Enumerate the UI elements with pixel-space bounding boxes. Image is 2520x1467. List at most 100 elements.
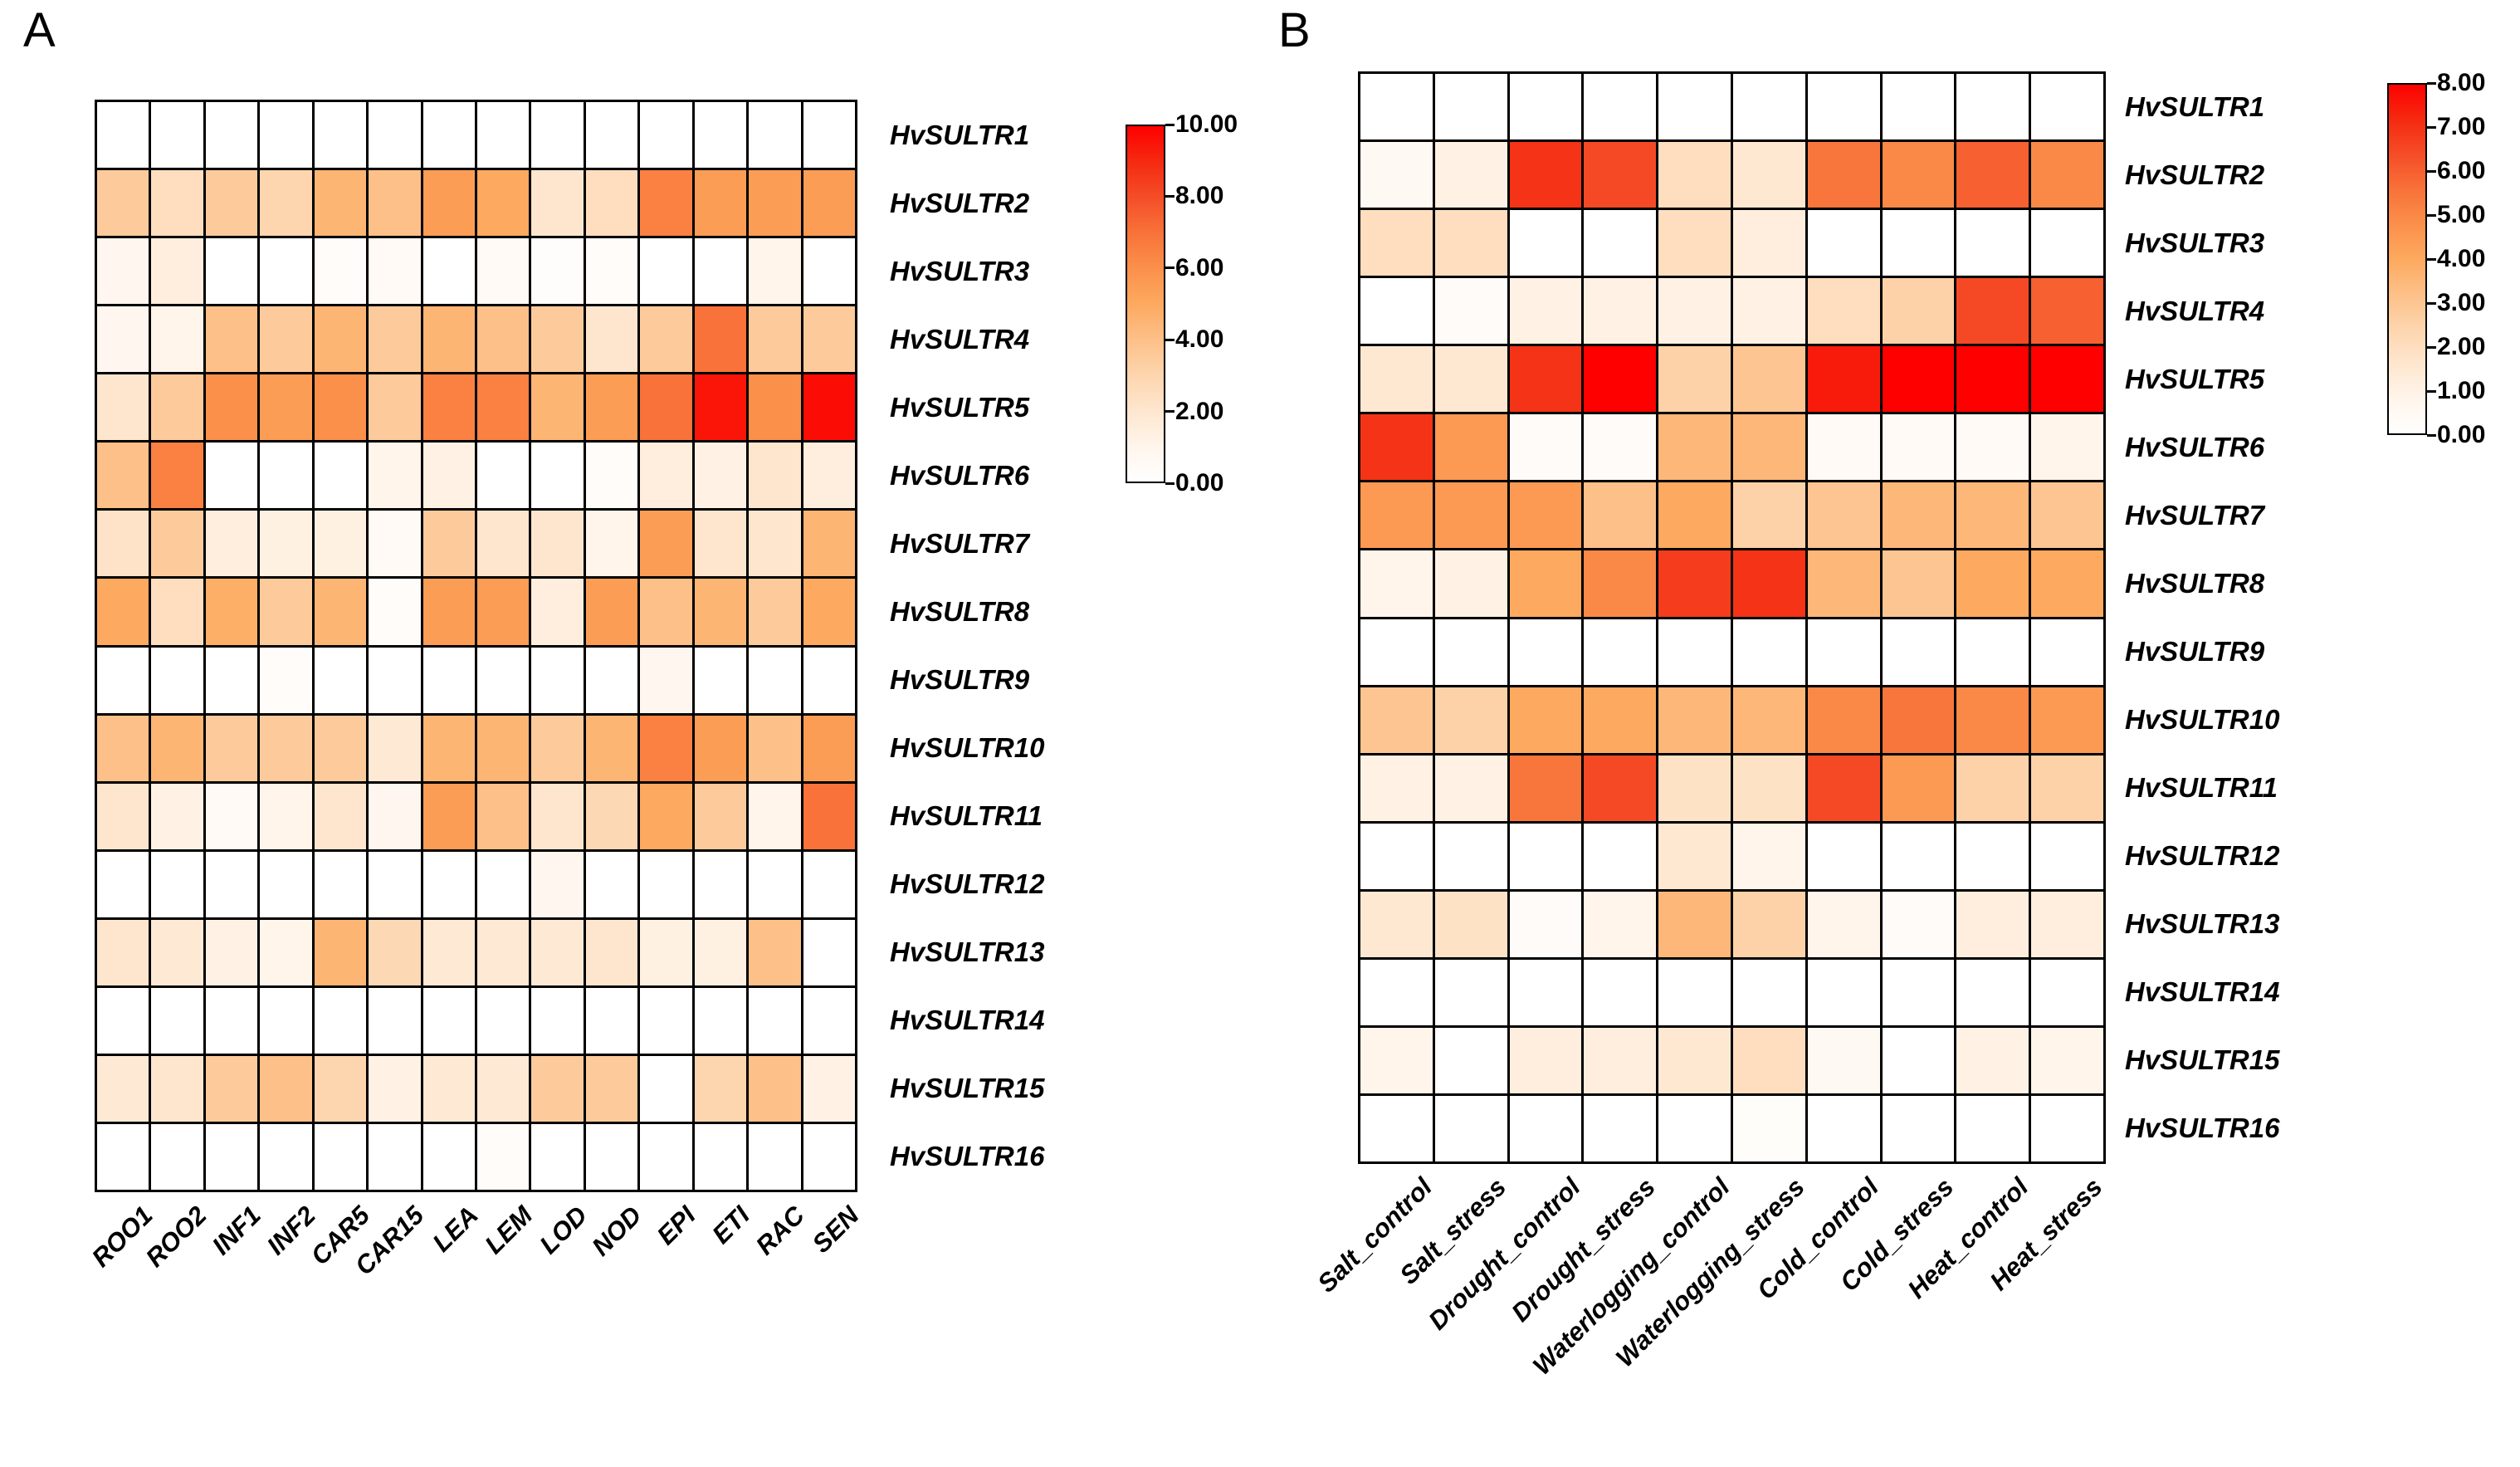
- heatmap-cell: [369, 170, 421, 237]
- colorbar-label: 8.00: [2437, 69, 2486, 96]
- gene-label: HvSULTR3: [2125, 227, 2265, 258]
- heatmap-cell: [314, 647, 367, 713]
- gene-label: HvSULTR5: [890, 391, 1030, 423]
- heatmap-cell: [369, 1055, 421, 1122]
- heatmap-cell: [531, 715, 584, 781]
- heatmap-cell: [151, 647, 203, 713]
- heatmap-cell: [314, 170, 367, 237]
- gene-label: HvSULTR13: [2125, 908, 2280, 940]
- heatmap-cell: [640, 1055, 692, 1122]
- heatmap-cell: [1360, 1095, 1433, 1161]
- heatmap-cell: [422, 783, 475, 849]
- heatmap-cell: [1509, 619, 1582, 685]
- gene-label: HvSULTR10: [890, 732, 1045, 764]
- heatmap-cell: [205, 919, 258, 985]
- colorbar-tick: [1165, 482, 1175, 485]
- heatmap-cell: [694, 511, 747, 577]
- heatmap-cell: [585, 579, 638, 645]
- heatmap-cell: [2031, 1095, 2103, 1161]
- heatmap-cell: [1807, 74, 1880, 140]
- heatmap-cell: [205, 783, 258, 849]
- heatmap-cell: [476, 374, 530, 441]
- heatmap-cell: [422, 851, 475, 917]
- heatmap-cell: [1658, 278, 1731, 345]
- heatmap-cell: [260, 579, 312, 645]
- heatmap-cell: [1807, 959, 1880, 1025]
- heatmap-cell: [1658, 891, 1731, 957]
- heatmap-cell: [151, 443, 203, 509]
- heatmap-cell: [1434, 210, 1507, 276]
- heatmap-cell: [476, 238, 530, 305]
- colorbar-label: 6.00: [1175, 253, 1224, 281]
- colorbar-tick: [1165, 123, 1175, 126]
- colorbar-label: 2.00: [2437, 333, 2486, 360]
- heatmap-cell: [369, 579, 421, 645]
- heatmap-cell: [1584, 278, 1657, 345]
- gene-label: HvSULTR6: [890, 459, 1030, 491]
- heatmap-cell: [531, 851, 584, 917]
- heatmap-cell: [803, 1123, 855, 1190]
- colorbar-tick: [2427, 389, 2436, 393]
- heatmap-cell: [314, 783, 367, 849]
- heatmap-cell: [97, 715, 149, 781]
- heatmap-cell: [1882, 619, 1955, 685]
- heatmap-cell: [1584, 414, 1657, 481]
- heatmap-cell: [1509, 959, 1582, 1025]
- heatmap-cell: [422, 987, 475, 1054]
- heatmap-cell: [476, 579, 530, 645]
- heatmap-cell: [531, 579, 584, 645]
- heatmap-cell: [205, 238, 258, 305]
- heatmap-cell: [97, 1123, 149, 1190]
- heatmap-cell: [1733, 74, 1805, 140]
- heatmap-cell: [1509, 891, 1582, 957]
- heatmap-cell: [803, 306, 855, 373]
- heatmap-cell: [260, 443, 312, 509]
- heatmap-cell: [1584, 823, 1657, 889]
- x-tick-label: ETI: [706, 1200, 756, 1249]
- heatmap-cell: [640, 443, 692, 509]
- heatmap-cell: [803, 102, 855, 169]
- heatmap-cell: [2031, 959, 2103, 1025]
- heatmap-cell: [749, 1123, 801, 1190]
- heatmap-cell: [1584, 346, 1657, 413]
- heatmap-cell: [97, 579, 149, 645]
- heatmap-cell: [640, 511, 692, 577]
- gene-label: HvSULTR10: [2125, 704, 2280, 736]
- heatmap-cell: [205, 443, 258, 509]
- heatmap-grid-b: [1358, 71, 2106, 1164]
- heatmap-cell: [749, 987, 801, 1054]
- heatmap-cell: [1360, 142, 1433, 208]
- heatmap-cell: [205, 579, 258, 645]
- heatmap-cell: [1584, 1027, 1657, 1093]
- heatmap-cell: [1584, 619, 1657, 685]
- heatmap-cell: [749, 511, 801, 577]
- gene-label: HvSULTR2: [890, 187, 1030, 218]
- heatmap-cell: [1434, 687, 1507, 753]
- heatmap-cell: [640, 647, 692, 713]
- colorbar-tick: [2427, 257, 2436, 261]
- heatmap-cell: [1658, 414, 1731, 481]
- heatmap-cell: [1733, 210, 1805, 276]
- heatmap-cell: [1434, 74, 1507, 140]
- heatmap-cell: [476, 511, 530, 577]
- heatmap-cell: [694, 374, 747, 441]
- heatmap-cell: [694, 1055, 747, 1122]
- heatmap-cell: [1733, 1027, 1805, 1093]
- heatmap-cell: [640, 1123, 692, 1190]
- colorbar-label: 6.00: [2437, 157, 2486, 184]
- heatmap-cell: [749, 443, 801, 509]
- heatmap-cell: [1658, 1027, 1731, 1093]
- gene-label: HvSULTR15: [890, 1073, 1045, 1104]
- heatmap-cell: [314, 374, 367, 441]
- heatmap-cell: [803, 919, 855, 985]
- heatmap-cell: [1733, 959, 1805, 1025]
- gene-label: HvSULTR1: [2125, 90, 2265, 122]
- heatmap-cell: [1882, 891, 1955, 957]
- heatmap-cell: [369, 443, 421, 509]
- heatmap-cell: [585, 374, 638, 441]
- heatmap-cell: [531, 511, 584, 577]
- heatmap-cell: [803, 851, 855, 917]
- heatmap-cell: [1733, 142, 1805, 208]
- gene-label: HvSULTR8: [2125, 567, 2265, 599]
